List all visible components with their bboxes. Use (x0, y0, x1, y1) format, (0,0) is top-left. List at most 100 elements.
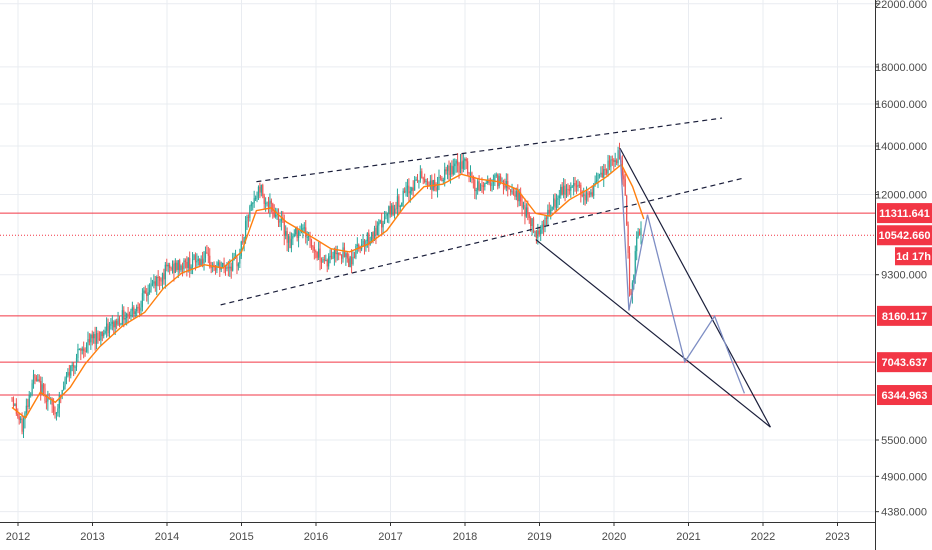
candle-body (485, 182, 487, 184)
candle-body (174, 262, 176, 273)
candle-body (229, 266, 231, 269)
candle-body (240, 241, 242, 257)
candle-body (383, 216, 386, 224)
candle-body (101, 331, 103, 337)
candle-body (488, 179, 490, 184)
candle-body (362, 240, 364, 245)
candle-body (587, 192, 589, 194)
candle-body (491, 182, 493, 186)
candle-body (273, 210, 275, 217)
candle-body (581, 195, 583, 197)
candle-body (424, 179, 426, 183)
candle-body (343, 247, 346, 257)
candle-body (242, 241, 244, 243)
candle-body (350, 256, 353, 265)
candle-body (319, 248, 321, 262)
candle-body (372, 232, 374, 240)
candle-body (147, 292, 149, 296)
candle-body (144, 290, 146, 294)
candle-body (143, 290, 145, 294)
candle-body (296, 227, 298, 238)
candle-body (250, 203, 252, 207)
candle-body (614, 160, 616, 162)
candle-body (18, 416, 20, 421)
candle-body (12, 398, 15, 406)
x-tick-label: 2023 (825, 531, 849, 543)
candle-body (306, 236, 308, 238)
candle-body (611, 159, 613, 161)
candle-body (256, 196, 258, 198)
candle-body (118, 318, 121, 326)
candle-body (279, 221, 281, 223)
candle-body (534, 231, 536, 233)
candle-body (402, 190, 404, 203)
candle-body (137, 306, 139, 309)
candle-body (243, 236, 245, 242)
candle-body (31, 383, 33, 395)
candle-body (227, 267, 229, 269)
candle-body (196, 260, 198, 263)
candle-body (358, 244, 360, 248)
candle-body (446, 165, 449, 172)
candle-body (510, 189, 512, 193)
candle-body (130, 310, 132, 316)
candle-body (640, 227, 642, 236)
candle-body (514, 194, 516, 197)
candle-body (77, 349, 79, 358)
candle-body (501, 180, 503, 182)
price-level-badge (877, 225, 932, 246)
y-tick-label: 9300.000 (881, 270, 927, 282)
candle-body (597, 175, 599, 181)
candle-body (618, 150, 621, 159)
x-tick-label: 2020 (602, 531, 626, 543)
candle-body (382, 223, 384, 228)
candle-body (475, 190, 477, 192)
candle-body (83, 348, 85, 351)
candle-body (584, 194, 586, 201)
candle-body (392, 205, 394, 215)
candle-body (21, 418, 23, 432)
candle-body (323, 259, 325, 261)
candle-body (555, 200, 558, 208)
candle-body (292, 236, 294, 239)
candle-body (275, 215, 277, 217)
price-level-badge-label: 6344.963 (882, 390, 928, 402)
candle-body (471, 172, 473, 177)
candle-body (259, 186, 261, 193)
candle-body (630, 289, 632, 295)
candle-body (594, 181, 596, 185)
candle-body (598, 174, 601, 176)
candle-body (57, 408, 59, 414)
candle-body (530, 217, 532, 226)
candle-body (171, 263, 174, 270)
candle-body (478, 181, 480, 191)
candle-body (315, 250, 317, 253)
candle-body (345, 253, 347, 257)
candle-body (322, 259, 324, 263)
candle-body (336, 252, 338, 255)
candle-body (61, 389, 63, 396)
x-tick-label: 2017 (378, 531, 402, 543)
candle-body (209, 255, 211, 267)
candle-body (395, 208, 397, 210)
candle-body (444, 169, 446, 180)
candle-body (159, 277, 161, 281)
candle-body (150, 284, 152, 291)
candle-body (604, 169, 606, 171)
candle-body (441, 177, 443, 181)
x-tick-label: 2012 (6, 531, 30, 543)
candle-body (448, 165, 450, 176)
candle-body (418, 180, 420, 182)
candle-body (434, 179, 436, 188)
y-tick-label: 12000.000 (875, 190, 927, 202)
candle-body (580, 184, 582, 196)
candle-body (90, 334, 92, 343)
candle-body (512, 191, 515, 195)
candle-body (140, 307, 142, 311)
candle-body (157, 276, 159, 278)
candle-body (104, 330, 106, 334)
candle-body (498, 176, 500, 187)
candle-body (267, 202, 270, 208)
candle-body (224, 265, 227, 269)
